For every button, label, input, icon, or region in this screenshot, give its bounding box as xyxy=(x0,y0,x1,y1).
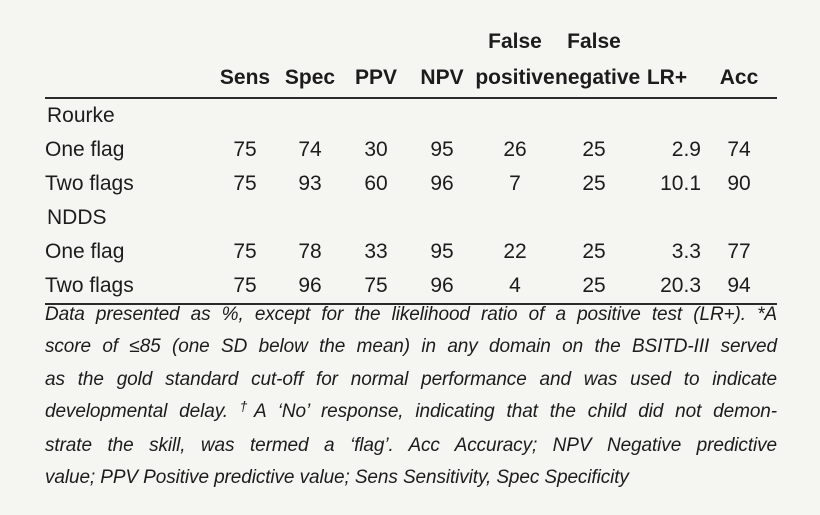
col-header-lr-plus: LR+ xyxy=(633,57,701,99)
section-label: NDDS xyxy=(47,206,107,229)
cell-sens: 75 xyxy=(233,240,257,263)
cell-lr-plus: 10.1 xyxy=(660,172,701,195)
header-spacer xyxy=(633,24,701,57)
cell-lr-plus: 3.3 xyxy=(671,240,701,263)
cell-false-positive: 26 xyxy=(503,138,527,161)
cell-sens: 75 xyxy=(233,172,257,195)
table-row: One flag 75 78 33 95 22 25 3.3 77 xyxy=(45,235,777,269)
section-label: Rourke xyxy=(47,104,115,127)
row-label: Two flags xyxy=(45,172,134,195)
false-positive-group-label: False xyxy=(488,30,542,53)
section-row-rourke: Rourke xyxy=(45,98,777,133)
cell-false-negative: 25 xyxy=(582,172,606,195)
row-label: One flag xyxy=(45,138,125,161)
header-spacer xyxy=(409,24,475,57)
screening-stats-table: False False Sens Spec PPV NPV positive n… xyxy=(45,24,777,305)
footnote-line: Data presented as %, except for the like… xyxy=(45,304,777,325)
header-spacer xyxy=(277,24,343,57)
cell-lr-plus: 2.9 xyxy=(671,138,701,161)
cell-spec: 78 xyxy=(298,240,322,263)
footnote-line: value; PPV Positive predictive value; Se… xyxy=(45,467,629,489)
col-header-ppv: PPV xyxy=(343,57,409,99)
col-header-acc: Acc xyxy=(701,57,777,99)
dagger-symbol: † xyxy=(239,399,254,415)
cell-acc: 94 xyxy=(701,269,777,305)
header-spacer xyxy=(45,24,213,57)
row-label: One flag xyxy=(45,240,125,263)
footnote-line: strate the skill, was termed a ‘flag’. A… xyxy=(45,434,777,456)
cell-false-positive: 7 xyxy=(509,172,521,195)
header-spacer xyxy=(701,24,777,57)
cell-ppv: 33 xyxy=(364,240,388,263)
cell-npv: 96 xyxy=(409,269,475,305)
table-row: Two flags 75 93 60 96 7 25 10.1 90 xyxy=(45,167,777,201)
cell-lr-plus: 20.3 xyxy=(633,269,701,305)
section-row-ndds: NDDS xyxy=(45,201,777,235)
cell-false-negative: 25 xyxy=(582,240,606,263)
false-negative-group-label: False xyxy=(567,30,621,53)
footnote-line: score of ≤85 (one SD below the mean) in … xyxy=(45,336,777,358)
cell-false-negative: 25 xyxy=(582,138,606,161)
footnote-line: developmental delay. †A ‘No’ response, i… xyxy=(45,396,777,429)
footnote-line: as the gold standard cut-off for normal … xyxy=(45,368,777,390)
header-spacer xyxy=(45,57,213,99)
header-spacer xyxy=(343,24,409,57)
header-spacer xyxy=(213,24,277,57)
col-header-npv: NPV xyxy=(409,57,475,99)
column-header-row: Sens Spec PPV NPV positive negative LR+ … xyxy=(45,57,777,99)
cell-ppv: 75 xyxy=(343,269,409,305)
footnote-text: developmental delay. xyxy=(45,401,240,423)
cell-false-positive: 4 xyxy=(475,269,555,305)
cell-npv: 96 xyxy=(430,172,454,195)
table-row: Two flags 75 96 75 96 4 25 20.3 94 xyxy=(45,269,777,305)
cell-sens: 75 xyxy=(233,138,257,161)
cell-acc: 77 xyxy=(727,240,751,263)
cell-spec: 93 xyxy=(298,172,322,195)
cell-acc: 90 xyxy=(727,172,751,195)
row-label: Two flags xyxy=(45,269,213,305)
cell-npv: 95 xyxy=(430,240,454,263)
cell-acc: 74 xyxy=(727,138,751,161)
cell-ppv: 60 xyxy=(364,172,388,195)
cell-ppv: 30 xyxy=(364,138,388,161)
col-header-sens: Sens xyxy=(213,57,277,99)
footnote-text: A ‘No’ response, indicating that the chi… xyxy=(254,401,777,423)
cell-sens: 75 xyxy=(213,269,277,305)
header-group-row: False False xyxy=(45,24,777,57)
col-header-false-negative: negative xyxy=(555,57,640,99)
cell-spec: 74 xyxy=(298,138,322,161)
cell-spec: 96 xyxy=(277,269,343,305)
col-header-false-positive: positive xyxy=(475,57,555,99)
cell-false-negative: 25 xyxy=(555,269,633,305)
table-footnote: Data presented as %, except for the like… xyxy=(45,299,777,494)
table-row: One flag 75 74 30 95 26 25 2.9 74 xyxy=(45,133,777,167)
col-header-spec: Spec xyxy=(277,57,343,99)
cell-npv: 95 xyxy=(430,138,454,161)
cell-false-positive: 22 xyxy=(503,240,527,263)
